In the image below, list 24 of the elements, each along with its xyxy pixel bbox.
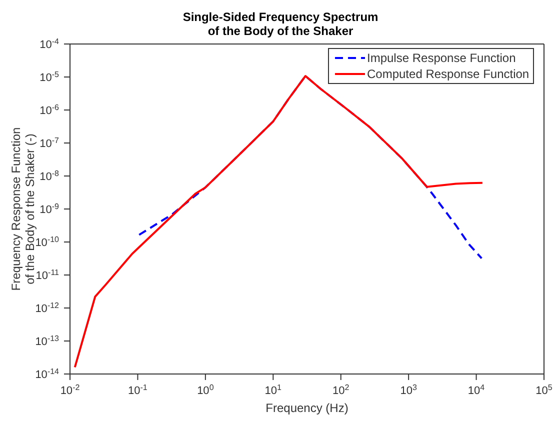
x-tick-label: 10$^{4}$	[468, 382, 486, 397]
x-tick-label: 10$^{-2}$	[60, 382, 80, 397]
legend-label: Computed Response Function	[367, 66, 530, 82]
y-tick-label: 10$^{-7}$	[40, 136, 60, 150]
y-tick-label: 10$^{-6}$	[40, 102, 60, 117]
y-tick-label: 10$^{-12}$	[35, 300, 60, 315]
y-tick-label: 10$^{-5}$	[40, 70, 60, 84]
y-tick-label: 10$^{-8}$	[40, 168, 60, 183]
y-tick-label: 10$^{-13}$	[35, 334, 60, 348]
x-tick-label: 10$^{1}$	[264, 382, 282, 397]
y-tick-label: 10$^{-11}$	[36, 268, 60, 282]
legend-label: Impulse Response Function	[367, 50, 516, 66]
x-axis-title: Frequency (Hz)	[266, 401, 348, 415]
x-tick-label: 10$^{-1}$	[128, 382, 148, 397]
x-tick-label: 10$^{5}$	[536, 382, 553, 397]
y-axis-title: Frequency Response Function of the Body of the Shaker (-)	[9, 127, 37, 291]
y-tick-label: 10$^{-9}$	[40, 202, 60, 216]
y-tick-label: 10$^{-10}$	[35, 234, 60, 249]
x-tick-label: 10$^{3}$	[400, 382, 418, 397]
y-tick-label: 10$^{-14}$	[35, 366, 60, 381]
x-tick-label: 10$^{0}$	[197, 382, 214, 397]
x-tick-label: 10$^{2}$	[332, 382, 350, 397]
chart-title: Single-Sided Frequency Spectrum of the Body of the Shaker	[182, 10, 380, 38]
y-tick-label: 10$^{-4}$	[40, 36, 60, 51]
